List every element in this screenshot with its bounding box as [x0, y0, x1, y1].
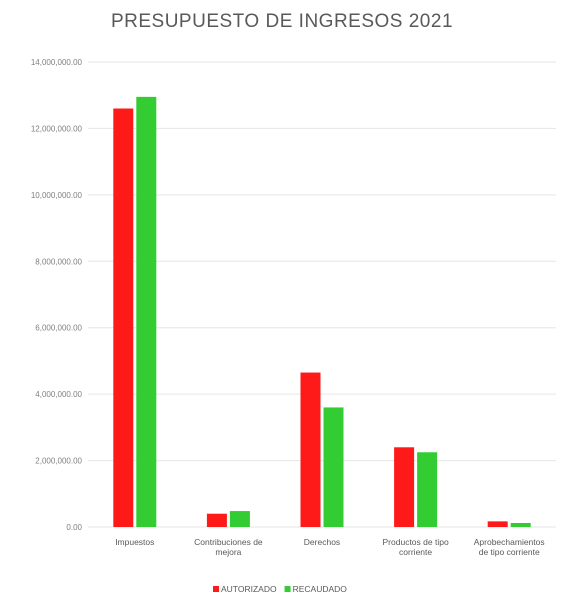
- bar-autorizado-4: [487, 521, 508, 527]
- y-axis-ticks: 0.00 2,000,000.00 4,000,000.00 6,000,000.00…: [31, 58, 83, 532]
- y-tick-label: 8,000,000.00: [35, 257, 82, 266]
- bar-autorizado-0: [113, 108, 134, 527]
- bar-autorizado-2: [300, 372, 321, 527]
- bars: [113, 96, 531, 527]
- gridlines: [88, 61, 556, 528]
- bar-recaudado-2: [323, 407, 344, 527]
- y-tick-label: 4,000,000.00: [35, 390, 82, 399]
- bar-recaudado-4: [510, 523, 531, 527]
- y-tick-label: 2,000,000.00: [35, 457, 82, 466]
- category-label: corriente: [399, 547, 432, 557]
- legend-label-recaudado: RECAUDADO: [293, 584, 348, 594]
- bar-recaudado-0: [136, 96, 157, 527]
- y-tick-label: 6,000,000.00: [35, 324, 82, 333]
- y-tick-label: 0.00: [66, 523, 82, 532]
- category-label: Derechos: [304, 537, 340, 547]
- bar-autorizado-1: [206, 513, 227, 527]
- y-tick-label: 12,000,000.00: [31, 124, 83, 133]
- bar-autorizado-3: [394, 447, 415, 527]
- category-label: Productos de tipo: [383, 537, 449, 547]
- chart-title: PRESUPUESTO DE INGRESOS 2021: [111, 11, 453, 32]
- category-label: Contribuciones de: [194, 537, 263, 547]
- category-label: mejora: [215, 547, 241, 557]
- bar-recaudado-1: [229, 511, 250, 527]
- legend-swatch-recaudado: [284, 586, 291, 592]
- category-label: Aprobechamientos: [474, 537, 545, 547]
- legend: AUTORIZADO RECAUDADO: [213, 584, 347, 594]
- category-label: de tipo corriente: [479, 547, 540, 557]
- y-tick-label: 10,000,000.00: [31, 191, 83, 200]
- legend-swatch-autorizado: [213, 586, 219, 592]
- legend-label-autorizado: AUTORIZADO: [221, 584, 277, 594]
- category-label: Impuestos: [115, 537, 154, 547]
- y-tick-label: 14,000,000.00: [31, 58, 83, 67]
- bar-recaudado-3: [417, 452, 438, 527]
